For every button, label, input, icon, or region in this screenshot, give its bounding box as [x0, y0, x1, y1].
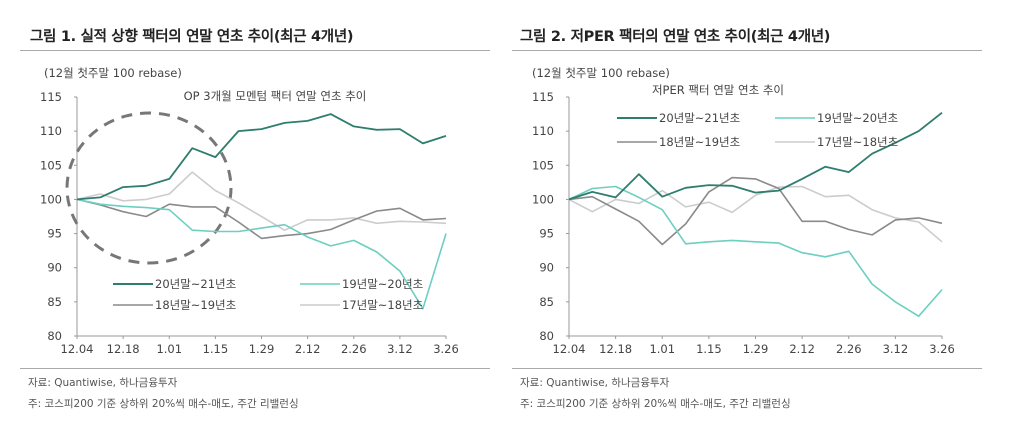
x-tick-label: 2.26: [836, 342, 862, 356]
legend-item: 19년말~20년초: [775, 111, 898, 125]
x-tick-label: 3.12: [387, 342, 413, 356]
figure-2: 그림 2. 저PER 팩터의 연말 연초 추이(최근 4개년) (12월 첫주말…: [512, 0, 1024, 426]
x-tick-label: 1.29: [249, 342, 275, 356]
series-line: [568, 111, 943, 201]
source-text: 자료: Quantiwise, 하나금융투자: [520, 377, 670, 389]
unit-label: (12월 첫주말 100 rebase): [44, 66, 182, 80]
series-4: [76, 171, 447, 231]
legend-label: 17년말~18년초: [817, 135, 898, 149]
footer-divider: [512, 368, 982, 369]
x-tick-label: 12.18: [107, 342, 140, 356]
x-tick-label: 2.12: [295, 342, 321, 356]
figure-1: 그림 1. 실적 상향 팩터의 연말 연초 추이(최근 4개년) (12월 첫주…: [20, 29, 490, 410]
series-1: [76, 113, 447, 201]
y-tick-label: 95: [47, 227, 62, 241]
y-tick-label: 85: [47, 295, 62, 309]
y-tick-label: 100: [532, 192, 554, 206]
x-tick-label: 3.26: [929, 342, 955, 356]
y-tick-label: 90: [47, 261, 62, 275]
line-chart: 80 85 90 95 100 105 110 115 12.04 12.18 1.01 1.15 1.…: [532, 83, 955, 356]
x-tick-label: 1.15: [696, 342, 722, 356]
x-tick-label: 3.26: [433, 342, 459, 356]
y-tick-label: 85: [539, 295, 554, 309]
legend-label: 19년말~20년초: [817, 111, 898, 125]
legend-item: 20년말~21년초: [113, 277, 236, 291]
chart-title: OP 3개월 모멘텀 팩터 연말 연초 추이: [184, 89, 367, 103]
legend-label: 18년말~19년초: [155, 298, 236, 312]
series-line: [76, 171, 447, 231]
title-divider: [512, 50, 982, 51]
legend-label: 17년말~18년초: [342, 298, 423, 312]
y-tick-label: 90: [539, 261, 554, 275]
y-tick-label: 110: [532, 124, 554, 138]
unit-label: (12월 첫주말 100 rebase): [532, 66, 670, 80]
legend-item: 18년말~19년초: [617, 135, 740, 149]
figure-title: 그림 1. 실적 상향 팩터의 연말 연초 추이(최근 4개년): [30, 29, 354, 45]
series-line: [568, 185, 943, 318]
x-tick-label: 3.12: [883, 342, 909, 356]
series-1: [568, 111, 943, 201]
legend-label: 20년말~21년초: [659, 111, 740, 125]
legend-item: 20년말~21년초: [617, 111, 740, 125]
note-text: 주: 코스피200 기준 상하위 20%씩 매수-매도, 주간 리밸런싱: [28, 398, 299, 410]
legend-label: 20년말~21년초: [155, 277, 236, 291]
legend-label: 19년말~20년초: [342, 277, 423, 291]
line-chart: 80 85 90 95 100 105 110 115 12.04 12.18 1.01 1.15 1.…: [40, 89, 459, 356]
source-text: 자료: Quantiwise, 하나금융투자: [28, 377, 178, 389]
footer-divider: [20, 368, 490, 369]
series-3: [76, 198, 447, 240]
x-tick-label: 1.01: [649, 342, 675, 356]
series-line: [76, 113, 447, 201]
y-tick-label: 100: [40, 192, 62, 206]
x-tick-label: 1.01: [156, 342, 182, 356]
legend-label: 18년말~19년초: [659, 135, 740, 149]
x-tick-label: 1.15: [203, 342, 229, 356]
x-tick-label: 1.29: [743, 342, 769, 356]
series-4: [568, 185, 943, 243]
series-line: [76, 198, 447, 240]
y-tick-label: 95: [539, 227, 554, 241]
chart-title: 저PER 팩터 연말 연초 추이: [652, 83, 784, 97]
x-tick-label: 12.04: [553, 342, 586, 356]
series-3: [568, 176, 943, 246]
y-tick-label: 115: [532, 90, 554, 104]
y-tick-label: 110: [40, 124, 62, 138]
legend-item: 18년말~19년초: [113, 298, 236, 312]
y-tick-label: 80: [539, 329, 554, 343]
y-tick-label: 80: [47, 329, 62, 343]
x-tick-label: 2.12: [789, 342, 815, 356]
title-divider: [20, 50, 490, 51]
x-tick-label: 12.18: [599, 342, 632, 356]
legend-item: 17년말~18년초: [300, 298, 423, 312]
note-text: 주: 코스피200 기준 상하위 20%씩 매수-매도, 주간 리밸런싱: [520, 398, 791, 410]
legend-item: 17년말~18년초: [775, 135, 898, 149]
highlight-circle: [65, 111, 233, 265]
figure-title: 그림 2. 저PER 팩터의 연말 연초 추이(최근 4개년): [520, 29, 831, 45]
x-tick-label: 2.26: [341, 342, 367, 356]
y-tick-label: 105: [40, 158, 62, 172]
legend-item: 19년말~20년초: [300, 277, 423, 291]
y-tick-label: 105: [532, 158, 554, 172]
series-line: [568, 185, 943, 243]
series-line: [568, 176, 943, 246]
series-2: [568, 185, 943, 318]
x-tick-label: 12.04: [61, 342, 94, 356]
y-tick-label: 115: [40, 90, 62, 104]
